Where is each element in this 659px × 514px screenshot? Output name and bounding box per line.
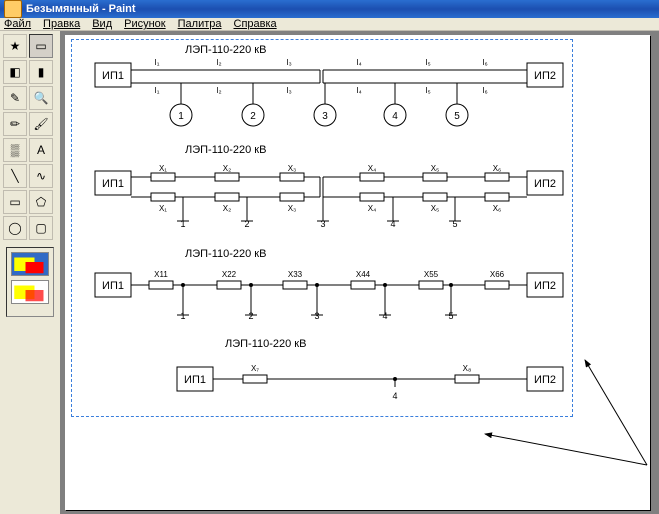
- tool-rect[interactable]: ▭: [3, 190, 27, 214]
- svg-text:ИП2: ИП2: [534, 178, 556, 190]
- tool-spray[interactable]: ▒: [3, 138, 27, 162]
- svg-text:X₄: X₄: [368, 204, 377, 213]
- svg-text:X₄: X₄: [368, 164, 377, 173]
- svg-text:X55: X55: [424, 270, 439, 279]
- opt-opaque[interactable]: [11, 252, 49, 276]
- main-area: ★▭◧▮✎🔍✏🖌▒A╲∿▭⬠◯▢ ЛЭП-110-220 кВИП1ИП2I₁I…: [0, 31, 659, 514]
- svg-text:I₆: I₆: [482, 86, 487, 95]
- tool-ellipse[interactable]: ◯: [3, 216, 27, 240]
- svg-text:I₁: I₁: [155, 58, 160, 67]
- title-bar[interactable]: Безымянный - Paint: [0, 0, 659, 18]
- svg-text:X₂: X₂: [223, 164, 231, 173]
- tool-options[interactable]: [6, 247, 54, 317]
- svg-text:ЛЭП-110-220 кВ: ЛЭП-110-220 кВ: [225, 338, 306, 350]
- canvas-scroll[interactable]: ЛЭП-110-220 кВ ИП1 ИП2 I₁ I₁ I₂ I₂ I₃ I₃ I₄ I₄ I₅ I₅…: [61, 31, 659, 514]
- svg-text:I₂: I₂: [216, 86, 221, 95]
- svg-text:5: 5: [452, 219, 457, 229]
- svg-text:I₄: I₄: [356, 58, 362, 67]
- menu-bar[interactable]: Файл Правка Вид Рисунок Палитра Справка: [0, 18, 659, 31]
- svg-text:2: 2: [244, 219, 249, 229]
- window-title: Безымянный - Paint: [26, 3, 136, 15]
- diagram-drawing: ЛЭП-110-220 кВ ИП1 ИП2 I₁ I₁ I₂ I₂ I₃ I₃ I₄ I₄ I₅ I₅…: [65, 35, 650, 510]
- tool-rect-select[interactable]: ▭: [29, 34, 53, 58]
- svg-text:X₅: X₅: [431, 164, 440, 173]
- tool-eraser[interactable]: ◧: [3, 60, 27, 84]
- svg-text:I₄: I₄: [356, 86, 362, 95]
- svg-text:5: 5: [454, 111, 460, 122]
- tool-pencil[interactable]: ✏: [3, 112, 27, 136]
- tool-zoom[interactable]: 🔍: [29, 86, 53, 110]
- menu-edit[interactable]: Правка: [43, 18, 80, 30]
- svg-text:3: 3: [322, 111, 328, 122]
- svg-text:3: 3: [314, 311, 319, 321]
- svg-text:X11: X11: [154, 270, 168, 279]
- menu-image[interactable]: Рисунок: [124, 18, 166, 30]
- svg-text:X₆: X₆: [493, 164, 502, 173]
- svg-text:ИП1: ИП1: [184, 374, 206, 386]
- svg-text:ЛЭП-110-220 кВ: ЛЭП-110-220 кВ: [185, 248, 266, 260]
- svg-text:X₁: X₁: [159, 164, 167, 173]
- toolbox: ★▭◧▮✎🔍✏🖌▒A╲∿▭⬠◯▢: [0, 31, 61, 514]
- svg-text:X22: X22: [222, 270, 237, 279]
- svg-text:X₃: X₃: [288, 204, 297, 213]
- svg-text:4: 4: [392, 391, 397, 401]
- svg-text:3: 3: [320, 219, 325, 229]
- svg-text:2: 2: [250, 111, 256, 122]
- menu-palette[interactable]: Палитра: [178, 18, 222, 30]
- tool-fill[interactable]: ▮: [29, 60, 53, 84]
- svg-text:X44: X44: [356, 270, 371, 279]
- svg-text:ИП1: ИП1: [102, 70, 124, 82]
- svg-text:ЛЭП-110-220 кВ: ЛЭП-110-220 кВ: [185, 144, 266, 156]
- svg-text:2: 2: [248, 311, 253, 321]
- tool-poly[interactable]: ⬠: [29, 190, 53, 214]
- svg-text:I₂: I₂: [216, 58, 221, 67]
- tool-text[interactable]: A: [29, 138, 53, 162]
- svg-text:X33: X33: [288, 270, 303, 279]
- canvas[interactable]: ЛЭП-110-220 кВ ИП1 ИП2 I₁ I₁ I₂ I₂ I₃ I₃ I₄ I₄ I₅ I₅…: [65, 35, 650, 510]
- menu-help[interactable]: Справка: [234, 18, 277, 30]
- svg-text:I₅: I₅: [425, 86, 430, 95]
- tool-line[interactable]: ╲: [3, 164, 27, 188]
- svg-text:X₂: X₂: [223, 204, 231, 213]
- svg-text:I₃: I₃: [286, 86, 291, 95]
- svg-text:1: 1: [178, 111, 184, 122]
- svg-text:X₁: X₁: [159, 204, 167, 213]
- svg-text:X₆: X₆: [493, 204, 502, 213]
- svg-text:5: 5: [448, 311, 453, 321]
- svg-text:ЛЭП-110-220 кВ: ЛЭП-110-220 кВ: [185, 44, 266, 56]
- svg-text:X₇: X₇: [251, 364, 259, 373]
- tool-brush[interactable]: 🖌: [29, 112, 53, 136]
- svg-text:ИП1: ИП1: [102, 178, 124, 190]
- tool-free-select[interactable]: ★: [3, 34, 27, 58]
- svg-text:I₃: I₃: [286, 58, 291, 67]
- svg-text:4: 4: [392, 111, 398, 122]
- svg-text:1: 1: [180, 311, 185, 321]
- menu-view[interactable]: Вид: [92, 18, 112, 30]
- svg-text:X₃: X₃: [288, 164, 297, 173]
- svg-text:I₅: I₅: [425, 58, 430, 67]
- svg-text:X₈: X₈: [463, 364, 472, 373]
- svg-text:4: 4: [390, 219, 395, 229]
- svg-text:ИП2: ИП2: [534, 280, 556, 292]
- paint-window: Безымянный - Paint Файл Правка Вид Рисун…: [0, 0, 659, 507]
- svg-text:I₁: I₁: [155, 86, 160, 95]
- svg-text:ИП2: ИП2: [534, 374, 556, 386]
- tool-curve[interactable]: ∿: [29, 164, 53, 188]
- menu-file[interactable]: Файл: [4, 18, 31, 30]
- svg-text:ИП2: ИП2: [534, 70, 556, 82]
- svg-text:1: 1: [180, 219, 185, 229]
- svg-text:ИП1: ИП1: [102, 280, 124, 292]
- svg-text:X₅: X₅: [431, 204, 440, 213]
- opt-transparent[interactable]: [11, 280, 49, 304]
- app-icon: [4, 0, 22, 18]
- svg-text:4: 4: [382, 311, 387, 321]
- svg-text:X66: X66: [490, 270, 505, 279]
- svg-text:I₆: I₆: [482, 58, 487, 67]
- tool-picker[interactable]: ✎: [3, 86, 27, 110]
- tool-roundrect[interactable]: ▢: [29, 216, 53, 240]
